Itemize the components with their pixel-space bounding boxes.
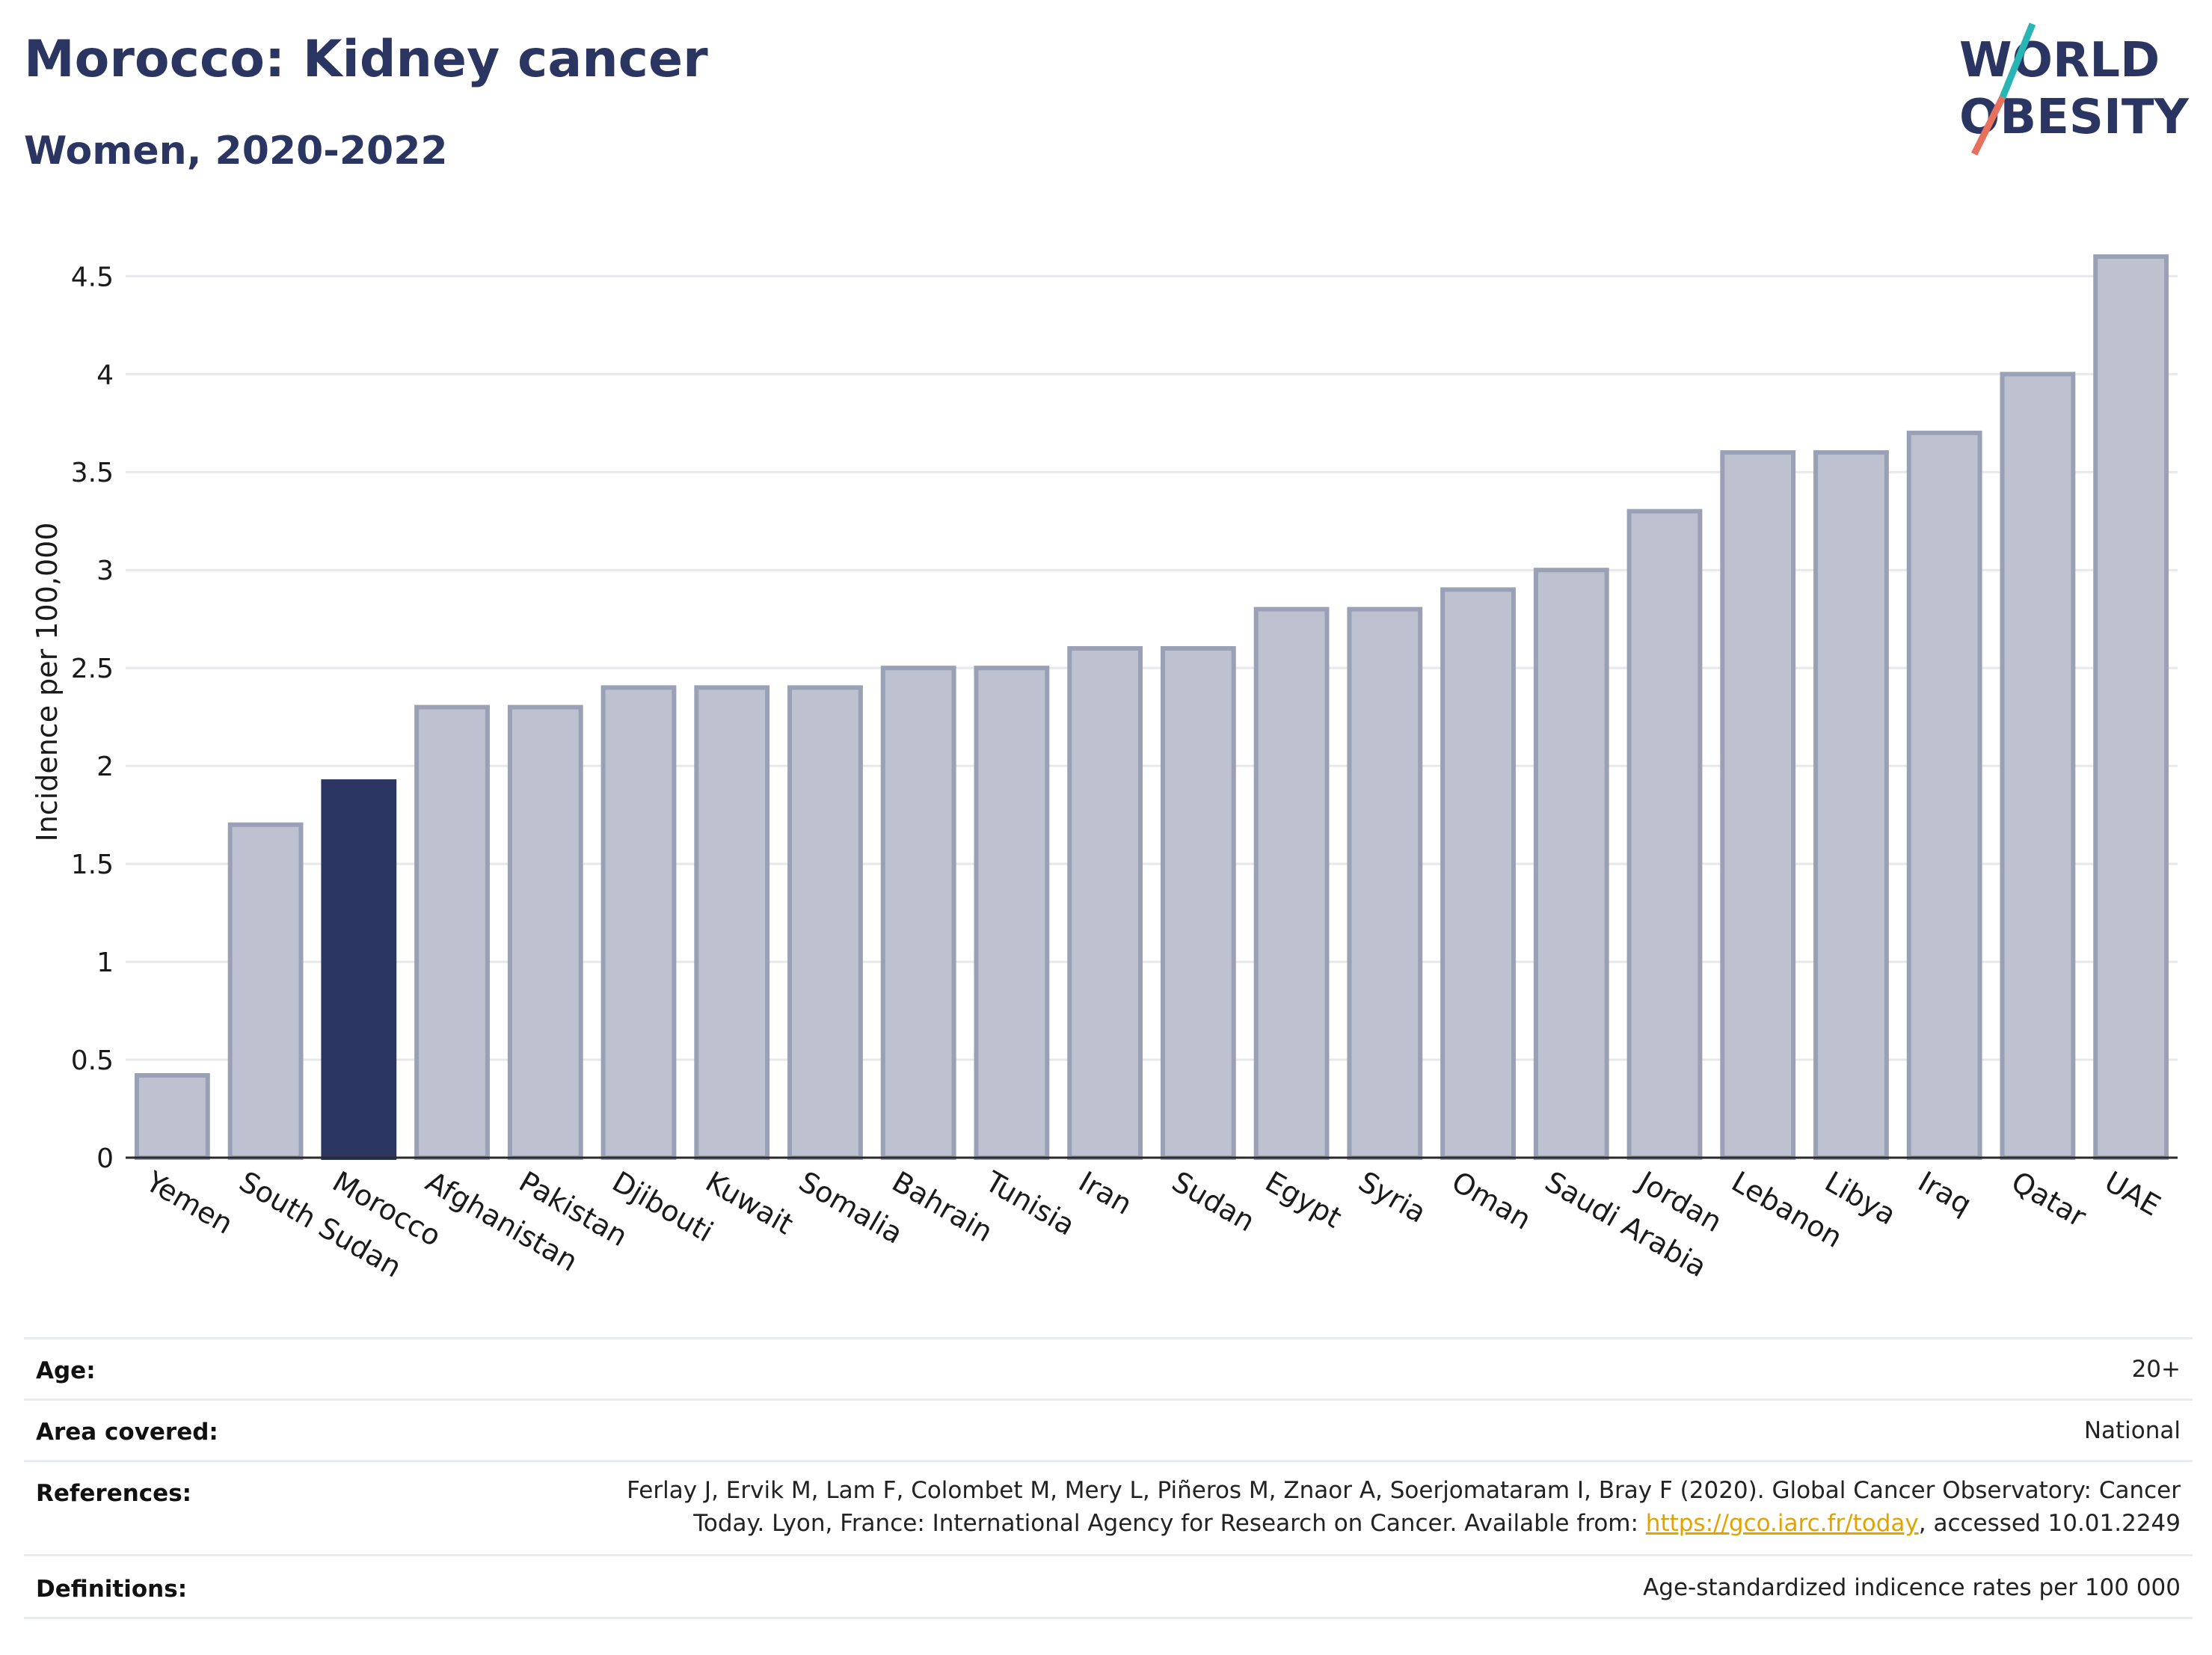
bar-uae	[2093, 254, 2169, 1160]
bar-morocco	[321, 779, 397, 1160]
logo-line1: WORLD	[1959, 33, 2160, 88]
y-tick-label: 3	[96, 556, 114, 586]
x-tick-label: Bahrain	[887, 1165, 998, 1249]
bar-saudi-arabia	[1533, 568, 1609, 1160]
x-tick-label: Iran	[1073, 1165, 1137, 1221]
bar-syria	[1347, 607, 1423, 1160]
references-line1: Ferlay J, Ervik M, Lam F, Colombet M, Me…	[627, 1477, 2181, 1504]
bar-djibouti	[600, 685, 677, 1160]
definitions-label: Definitions:	[36, 1576, 188, 1603]
logo-slash-coral	[1970, 95, 2006, 156]
chart-title: Morocco: Kidney cancer	[24, 30, 708, 89]
bar-lebanon	[1720, 450, 1796, 1160]
x-tick-label: UAE	[2099, 1165, 2166, 1223]
bar-iraq	[1906, 430, 1982, 1160]
bar-egypt	[1253, 607, 1330, 1160]
references-line2: Today. Lyon, France: International Agenc…	[693, 1510, 2181, 1537]
x-tick-label: Egypt	[1260, 1165, 1348, 1235]
y-tick-label: 1.5	[71, 850, 114, 880]
bar-bahrain	[880, 666, 956, 1160]
y-tick-label: 2	[96, 752, 114, 782]
age-value: 20+	[2131, 1356, 2181, 1383]
info-row-area: Area covered: National	[24, 1398, 2193, 1461]
bar-pakistan	[507, 704, 583, 1160]
x-tick-label: Syria	[1353, 1165, 1431, 1229]
logo-slash-teal	[1999, 22, 2036, 99]
y-tick-label: 0.5	[71, 1045, 114, 1076]
bar-kuwait	[694, 685, 770, 1160]
world-obesity-logo: WORLD OBESITY	[1959, 22, 2189, 156]
bars	[134, 254, 2169, 1161]
bar-somalia	[787, 685, 863, 1160]
bar-qatar	[2000, 372, 2076, 1160]
info-bottom-border	[24, 1617, 2193, 1619]
bar-afghanistan	[414, 704, 490, 1160]
chart-subtitle: Women, 2020-2022	[24, 129, 448, 174]
area-label: Area covered:	[36, 1419, 218, 1446]
y-tick-label: 0	[96, 1143, 114, 1174]
bar-jordan	[1626, 509, 1703, 1160]
bar-libya	[1813, 450, 1889, 1160]
x-tick-label: Tunisia	[980, 1164, 1081, 1242]
y-tick-label: 2.5	[71, 654, 114, 684]
logo-line2: OBESITY	[1959, 90, 2189, 145]
x-tick-label: Iraq	[1913, 1165, 1977, 1221]
definitions-value: Age-standardized indicence rates per 100…	[1643, 1574, 2181, 1601]
bar-south-sudan	[227, 822, 304, 1161]
y-tick-label: 1	[96, 948, 114, 978]
references-label: References:	[36, 1480, 192, 1507]
x-tick-label: Qatar	[2006, 1165, 2092, 1234]
bar-iran	[1067, 645, 1143, 1160]
age-label: Age:	[36, 1357, 96, 1384]
y-axis-label: Incidence per 100,000	[31, 522, 64, 841]
bar-sudan	[1160, 645, 1236, 1160]
x-tick-label: Kuwait	[700, 1165, 799, 1241]
x-tick-label: Sudan	[1167, 1165, 1261, 1238]
x-tick-label: Yemen	[140, 1164, 239, 1241]
bar-oman	[1440, 587, 1516, 1160]
bar-tunisia	[974, 666, 1050, 1160]
x-tick-label: Oman	[1446, 1165, 1537, 1236]
bar-yemen	[134, 1072, 210, 1160]
references-value: Ferlay J, Ervik M, Lam F, Colombet M, Me…	[311, 1474, 2181, 1540]
info-row-age: Age: 20+	[24, 1337, 2193, 1399]
references-link[interactable]: https://gco.iarc.fr/today	[1645, 1510, 1919, 1537]
info-row-definitions: Definitions: Age-standardized indicence …	[24, 1554, 2193, 1618]
info-row-references: References: Ferlay J, Ervik M, Lam F, Co…	[24, 1460, 2193, 1556]
area-value: National	[2083, 1417, 2181, 1444]
y-tick-label: 4	[96, 360, 114, 390]
x-tick-label: Somalia	[793, 1165, 909, 1250]
y-tick-label: 4.5	[71, 262, 114, 292]
y-tick-label: 3.5	[71, 458, 114, 488]
